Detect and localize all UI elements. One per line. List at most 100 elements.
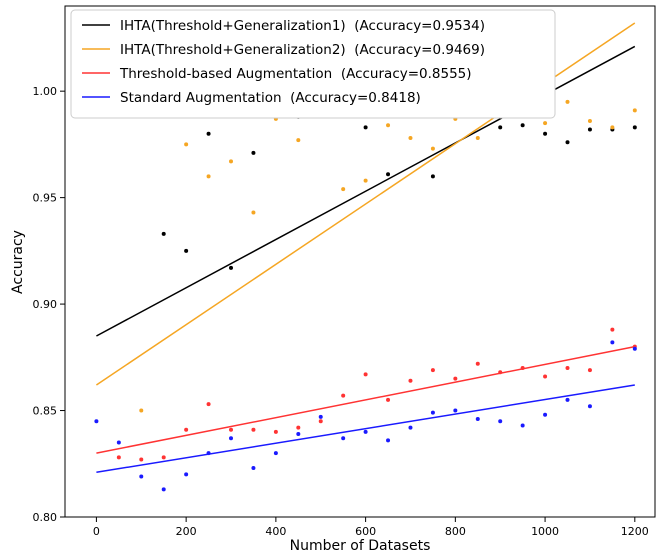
data-point-series-2 <box>408 378 413 383</box>
data-point-series-0 <box>206 131 211 136</box>
data-point-series-0 <box>587 127 592 132</box>
data-point-series-3 <box>161 487 166 492</box>
data-point-series-1 <box>408 136 413 141</box>
data-point-series-0 <box>520 123 525 128</box>
y-tick-label: 0.95 <box>33 192 58 205</box>
y-tick-label: 0.90 <box>33 298 58 311</box>
data-point-series-0 <box>386 172 391 177</box>
data-point-series-2 <box>116 455 121 460</box>
data-point-series-3 <box>184 472 189 477</box>
data-point-series-2 <box>565 365 570 370</box>
data-point-series-2 <box>498 370 503 375</box>
y-tick-label: 1.00 <box>33 85 58 98</box>
data-point-series-1 <box>587 118 592 123</box>
data-point-series-3 <box>520 423 525 428</box>
data-point-series-2 <box>587 368 592 373</box>
data-point-series-3 <box>453 408 458 413</box>
data-point-series-3 <box>543 412 548 417</box>
data-point-series-2 <box>296 425 301 430</box>
data-point-series-2 <box>206 402 211 407</box>
data-point-series-2 <box>184 427 189 432</box>
data-point-series-0 <box>184 248 189 253</box>
data-point-series-3 <box>296 431 301 436</box>
data-point-series-2 <box>318 419 323 424</box>
data-point-series-2 <box>453 376 458 381</box>
data-point-series-2 <box>610 327 615 332</box>
plot-area <box>64 5 656 518</box>
legend-entry: Threshold-based Augmentation (Accuracy=0… <box>119 66 472 82</box>
data-point-series-3 <box>229 436 234 441</box>
data-point-series-3 <box>632 346 637 351</box>
y-tick-label: 0.85 <box>33 405 58 418</box>
data-point-series-0 <box>363 125 368 130</box>
data-point-series-2 <box>161 455 166 460</box>
data-point-series-1 <box>341 187 346 192</box>
data-point-series-2 <box>543 374 548 379</box>
data-point-series-1 <box>206 174 211 179</box>
legend-entry: Standard Augmentation (Accuracy=0.8418) <box>120 90 421 106</box>
data-point-series-0 <box>565 140 570 145</box>
legend: IHTA(Threshold+Generalization1) (Accurac… <box>70 9 556 119</box>
data-point-series-1 <box>251 210 256 215</box>
y-axis: 0.80 0.85 0.90 0.95 1.00 <box>33 85 65 524</box>
legend-entry: IHTA(Threshold+Generalization1) (Accurac… <box>120 18 485 34</box>
data-point-series-2 <box>341 393 346 398</box>
data-point-series-3 <box>341 436 346 441</box>
data-point-series-1 <box>296 138 301 143</box>
x-tick-label: 200 <box>176 525 197 538</box>
data-point-series-0 <box>498 125 503 130</box>
plot-frame <box>64 5 656 518</box>
data-point-series-2 <box>430 368 435 373</box>
data-point-series-3 <box>475 417 480 422</box>
data-point-series-2 <box>251 427 256 432</box>
data-point-series-1 <box>632 108 637 113</box>
x-tick-label: 600 <box>355 525 376 538</box>
trend-line-series-2 <box>96 345 635 454</box>
data-point-series-3 <box>587 404 592 409</box>
data-point-series-1 <box>184 142 189 147</box>
data-point-series-1 <box>430 146 435 151</box>
x-axis: 0 200 400 600 800 1000 1200 <box>93 517 649 538</box>
y-axis-label: Accuracy <box>10 230 26 294</box>
data-point-series-3 <box>610 340 615 345</box>
data-point-series-2 <box>139 457 144 462</box>
legend-entry: IHTA(Threshold+Generalization2) (Accurac… <box>120 42 485 58</box>
legend-box <box>70 9 556 119</box>
data-point-series-2 <box>229 427 234 432</box>
data-point-series-1 <box>610 125 615 130</box>
data-point-series-3 <box>408 425 413 430</box>
data-point-series-2 <box>475 361 480 366</box>
x-tick-label: 1200 <box>621 525 649 538</box>
data-point-series-3 <box>318 414 323 419</box>
data-point-series-3 <box>116 440 121 445</box>
data-point-series-2 <box>273 429 278 434</box>
y-tick-label: 0.80 <box>33 511 58 524</box>
data-point-series-3 <box>386 438 391 443</box>
data-point-series-2 <box>386 397 391 402</box>
data-point-series-1 <box>363 178 368 183</box>
data-point-series-1 <box>475 136 480 141</box>
data-point-series-0 <box>161 231 166 236</box>
data-point-series-0 <box>430 174 435 179</box>
x-tick-label: 0 <box>93 525 100 538</box>
data-point-series-3 <box>94 419 99 424</box>
x-tick-label: 400 <box>265 525 286 538</box>
x-tick-label: 800 <box>445 525 466 538</box>
data-point-series-0 <box>632 125 637 130</box>
x-axis-label: Number of Datasets <box>290 538 431 554</box>
data-point-series-1 <box>229 159 234 164</box>
trend-line-series-3 <box>96 384 635 474</box>
data-point-series-3 <box>251 466 256 471</box>
scatter-points <box>94 99 637 492</box>
x-tick-label: 1000 <box>531 525 559 538</box>
data-point-series-3 <box>363 429 368 434</box>
data-point-series-3 <box>139 474 144 479</box>
data-point-series-1 <box>139 408 144 413</box>
data-point-series-3 <box>430 410 435 415</box>
data-point-series-2 <box>363 372 368 377</box>
data-point-series-3 <box>498 419 503 424</box>
data-point-series-3 <box>206 451 211 456</box>
data-point-series-0 <box>543 131 548 136</box>
data-point-series-0 <box>229 265 234 270</box>
